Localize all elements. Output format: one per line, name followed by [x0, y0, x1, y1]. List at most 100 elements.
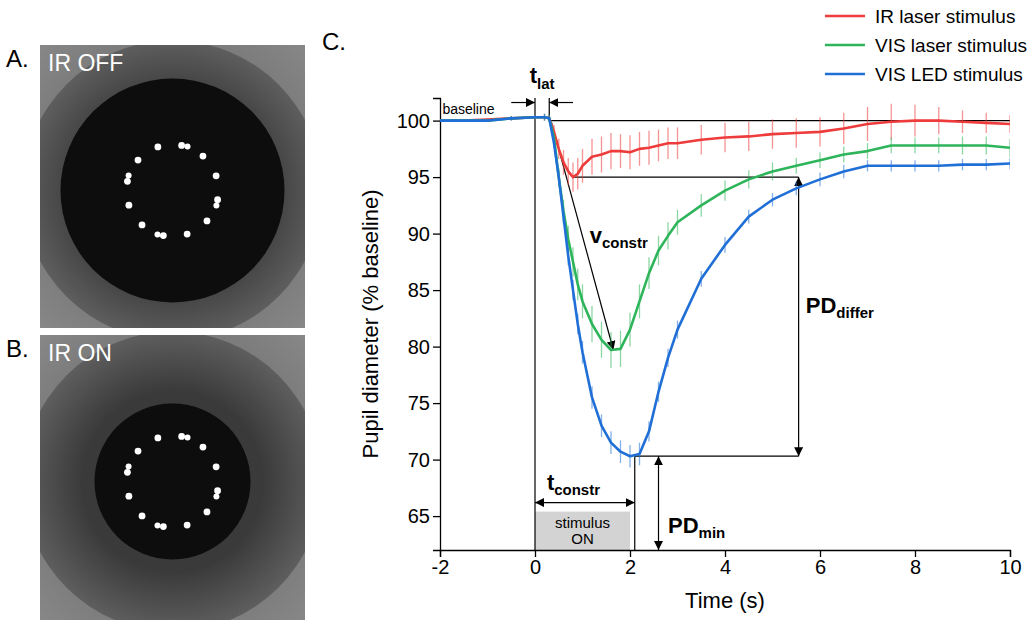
series-line: [440, 117, 1010, 350]
reflection: [213, 203, 219, 209]
y-tick-mark: [433, 177, 440, 178]
annotation-arrow: [549, 102, 573, 103]
y-tick: 65: [408, 505, 440, 527]
y-axis-title: Pupil diameter (% baseline): [358, 189, 383, 458]
y-tick: 100: [397, 110, 440, 132]
reflection: [124, 469, 131, 476]
reflection: [184, 522, 191, 529]
y-tick-mark: [433, 459, 440, 460]
reflection: [160, 232, 167, 239]
photo-panel: B.IR ON: [6, 332, 323, 631]
stimulus-label: stimulusON: [555, 514, 610, 547]
legend: IR laser stimulus VIS laser stimulus VIS L…: [825, 6, 1027, 85]
reflection: [200, 153, 207, 160]
y-tick-mark: [433, 516, 440, 517]
y-axis-line: [433, 99, 441, 551]
error-bars: [440, 114, 1010, 468]
reflection: [185, 144, 191, 150]
y-tick: 75: [408, 392, 440, 414]
x-tick: 8: [910, 550, 921, 578]
legend-swatch: [825, 73, 865, 76]
annotation: vconstr: [590, 223, 648, 251]
legend-item: VIS laser stimulus: [825, 35, 1027, 56]
pupil: [61, 79, 285, 303]
x-tick: -2: [432, 550, 450, 578]
reflection: [213, 494, 219, 500]
reflection: [184, 231, 191, 238]
reflection: [154, 143, 161, 150]
annotation: tlat: [530, 63, 555, 91]
annotation-arrow: [535, 502, 635, 503]
y-tick-mark: [433, 233, 440, 234]
reflection: [204, 218, 211, 225]
reflection: [124, 178, 131, 185]
reflection: [214, 487, 221, 494]
reflection: [160, 523, 167, 530]
annotation: PDdiffer: [806, 293, 874, 321]
reflection: [185, 435, 191, 441]
y-tick-label: 85: [408, 279, 430, 301]
reflection: [154, 231, 160, 237]
plot-data: [440, 104, 1010, 468]
y-tick-label: 90: [408, 223, 430, 245]
error-bars: [440, 114, 1010, 368]
y-tick: 85: [408, 279, 440, 301]
annotation-arrow: [798, 177, 799, 456]
x-tick: 10: [999, 550, 1021, 578]
y-tick-label: 70: [408, 449, 430, 471]
x-tick-label: 6: [815, 556, 826, 578]
y-tick-label: 75: [408, 392, 430, 414]
y-tick: 70: [408, 449, 440, 471]
photo-panel: A. IR OFF: [6, 41, 323, 341]
reflection: [126, 172, 132, 178]
y-tick-label: 80: [408, 336, 430, 358]
x-tick-label: 0: [530, 556, 541, 578]
x-axis: -2 0 2 4 6 8 10: [432, 550, 1022, 578]
iris: [40, 45, 305, 328]
x-axis-title: Time (s): [685, 588, 765, 613]
guide-line: [534, 98, 535, 550]
x-tick-label: 10: [999, 556, 1021, 578]
reflection: [213, 172, 220, 179]
reflection: [213, 463, 220, 470]
y-tick-mark: [433, 120, 440, 121]
legend-label: VIS LED stimulus: [875, 64, 1023, 85]
reflection: [135, 157, 142, 164]
x-tick-label: -2: [432, 556, 450, 578]
legend-label: VIS laser stimulus: [875, 35, 1027, 56]
legend-swatch: [825, 15, 865, 18]
y-tick: 90: [408, 223, 440, 245]
x-tick: 6: [815, 550, 826, 578]
series-line: [440, 117, 1010, 456]
y-tick-label: 65: [408, 505, 430, 527]
reflection: [139, 222, 146, 229]
annotation: tconstr: [547, 470, 600, 498]
reflection: [125, 202, 132, 209]
panel-letter: B.: [6, 335, 29, 362]
annotation-arrow: [658, 456, 659, 550]
series-line: [440, 117, 1010, 177]
legend-swatch: [825, 44, 865, 47]
y-tick-mark: [433, 403, 440, 404]
x-tick-label: 4: [720, 556, 731, 578]
reflection: [178, 433, 185, 440]
y-axis: 65 70 75 80 85 90 95 100: [397, 99, 441, 551]
reflection: [126, 463, 132, 469]
annotation: baseline: [442, 101, 494, 117]
x-tick-label: 8: [910, 556, 921, 578]
annotation-arrow: [511, 102, 535, 103]
photo-label: IR OFF: [48, 50, 123, 76]
x-tick-label: 2: [625, 556, 636, 578]
y-tick-label: 95: [408, 166, 430, 188]
annotations: baseline tlat vconstr PDdiffer tconstr PDmin: [442, 63, 874, 541]
figure: A.IR OFFB.IR ONC.stimulusON-202468106570…: [0, 0, 1035, 631]
x-tick: 4: [720, 550, 731, 578]
y-tick-mark: [433, 290, 440, 291]
annotation: PDmin: [668, 513, 725, 541]
reflection: [135, 448, 142, 455]
reflection: [154, 434, 161, 441]
legend-label: IR laser stimulus: [875, 6, 1015, 27]
reflection: [178, 142, 185, 149]
stimulus: stimulusON: [535, 512, 630, 550]
panel-letter: A.: [6, 45, 29, 72]
